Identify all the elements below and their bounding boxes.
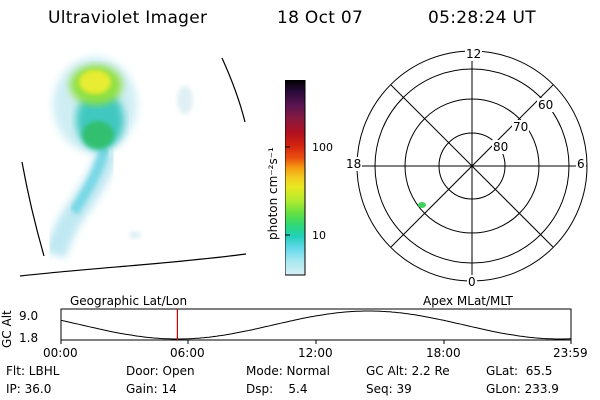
orbit-altitude-timeline [60,308,572,344]
colorbar-unit-label: photon cm⁻²s⁻¹ [266,147,280,240]
glon-info: GLon: 233.9 [486,382,559,396]
seq-info: Seq: 39 [366,382,412,396]
time-tick-0000: 00:00 [43,346,78,360]
projection-edge-bottom [19,253,247,277]
polar-mlat-mlt-plot [356,50,588,282]
mlt-label-0: 0 [467,275,477,289]
orbit-altitude-curve [60,310,572,340]
meridian-diag-2 [390,84,554,248]
gc-alt-axis-label: GC Alt [0,310,14,348]
time-tick-2359: 23:59 [553,346,588,360]
gain-info: Gain: 14 [126,382,177,396]
mlt-label-12: 12 [465,47,483,61]
gc-alt-info: GC Alt: 2.2 Re [366,364,450,378]
mlt-label-18: 18 [345,157,363,171]
mlat-label-70: 70 [512,120,530,134]
altitude-y-bottom: 1.8 [19,331,39,345]
door-info: Door: Open [126,364,195,378]
colorbar-tick-100: 100 [312,141,333,154]
apex-mlat-mlt-label: Apex MLat/MLT [423,294,513,308]
geographic-latlon-label: Geographic Lat/Lon [70,294,188,308]
mlat-label-80: 80 [492,140,510,154]
timeline-frame [60,308,572,341]
time-tick-0600: 06:00 [170,346,205,360]
auroral-emission [44,57,193,259]
mlt-label-6: 6 [576,157,586,171]
projection-edge-right [221,57,246,123]
mlat-label-60: 60 [537,98,555,112]
auroral-spot [418,202,426,208]
dsp-info: Dsp: 5.4 [246,382,308,396]
image-date: 18 Oct 07 [277,8,364,28]
timeline-ticks [60,340,572,344]
filter-info: Flt: LBHL [6,364,60,378]
colorbar-tick-10: 10 [312,229,326,242]
glat-info: GLat: 65.5 [486,364,553,378]
geographic-image-panel [19,57,247,277]
ip-info: IP: 36.0 [6,382,52,396]
image-time: 05:28:24 UT [428,8,536,28]
time-tick-1800: 18:00 [426,346,461,360]
colorbar [285,80,306,276]
time-tick-1200: 12:00 [298,346,333,360]
instrument-title: Ultraviolet Imager [48,8,208,28]
altitude-y-top: 9.0 [19,309,39,323]
projection-edge-left [21,161,45,257]
mode-info: Mode: Normal [246,364,330,378]
